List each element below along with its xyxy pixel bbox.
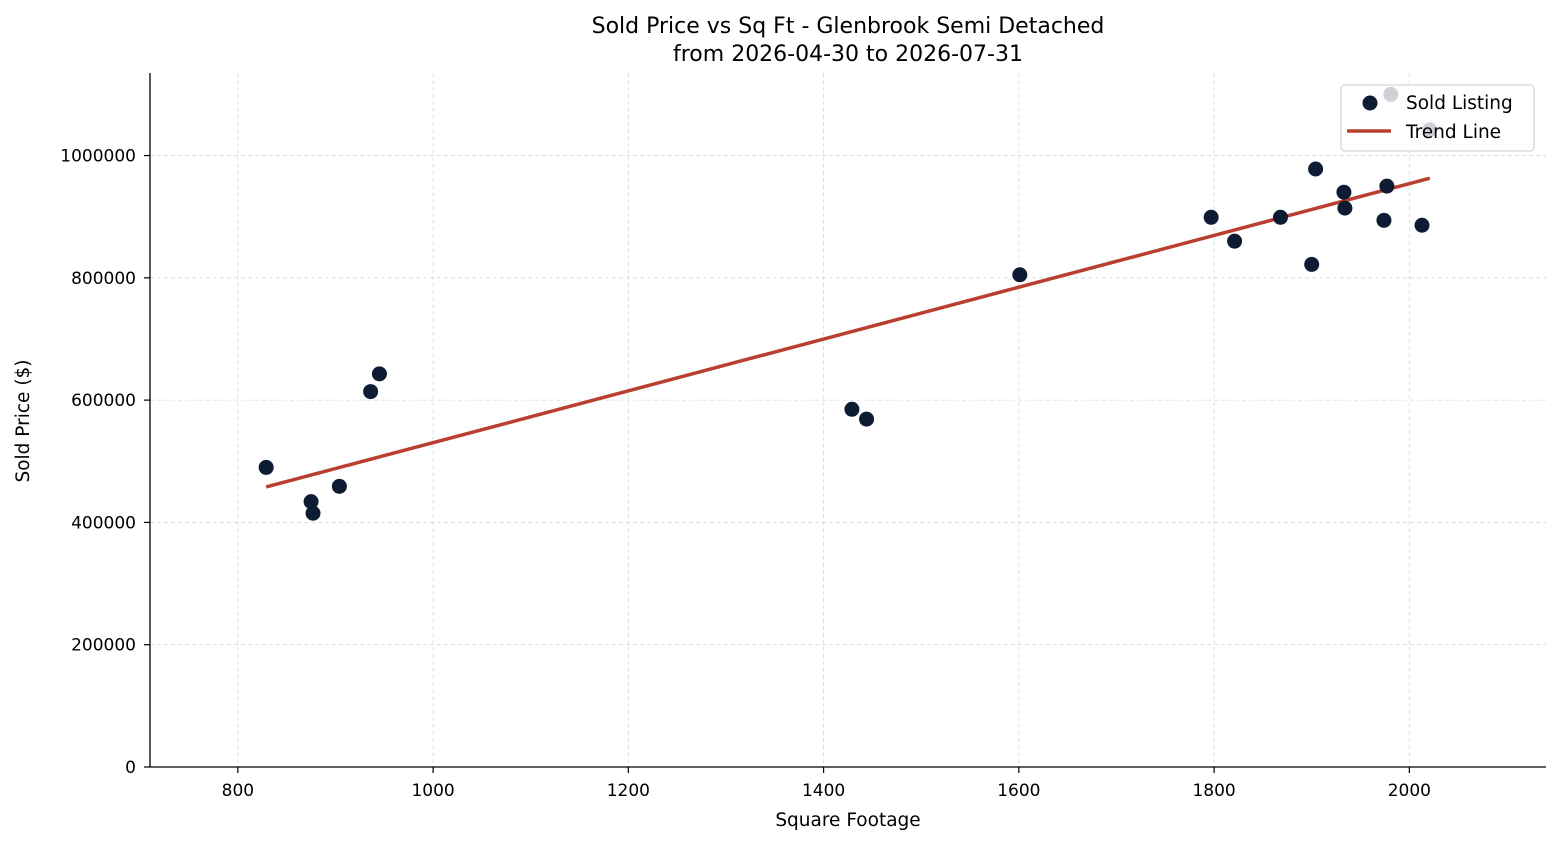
chart-title-line-2: from 2026-04-30 to 2026-07-31 [673, 42, 1023, 67]
x-tick-label: 1600 [997, 781, 1040, 801]
grid [150, 73, 1546, 768]
sold-listing-point [1308, 161, 1324, 177]
sold-listing-point [371, 366, 387, 382]
y-axis-label: Sold Price ($) [13, 359, 34, 482]
y-tick-label: 800000 [71, 269, 136, 289]
sold-listing-point [1336, 184, 1352, 200]
sold-listing-point [303, 494, 319, 510]
sold-listing-point [1414, 217, 1430, 233]
y-tick-label: 1000000 [60, 147, 136, 167]
sold-listing-point [258, 459, 274, 475]
chart-title-line-1: Sold Price vs Sq Ft - Glenbrook Semi Det… [592, 14, 1105, 39]
x-ticks: 800 1000 1200 1400 1600 1800 2000 [222, 767, 1431, 801]
trend-line [265, 176, 1431, 489]
x-tick-label: 2000 [1388, 781, 1431, 801]
legend-marker-sold-listing [1362, 95, 1378, 111]
sold-listing-point [363, 384, 379, 400]
x-tick-label: 1000 [411, 781, 454, 801]
sold-listing-point [1012, 267, 1028, 283]
sold-listing-point [844, 401, 860, 417]
legend-box [1340, 84, 1535, 152]
x-tick-label: 1400 [802, 781, 845, 801]
sold-listing-point [1337, 200, 1353, 216]
y-tick-label: 600000 [71, 391, 136, 411]
points-layer [258, 86, 1438, 521]
x-axis-label: Square Footage [775, 810, 920, 831]
y-ticks: 0 200000 400000 600000 800000 1000000 [60, 147, 150, 778]
sold-listing-point [331, 478, 347, 494]
y-tick-label: 0 [125, 758, 136, 778]
y-tick-label: 200000 [71, 636, 136, 656]
x-tick-label: 1800 [1192, 781, 1235, 801]
sold-listing-point [1379, 178, 1395, 194]
sold-listing-point [859, 411, 875, 427]
legend-label-sold-listing: Sold Listing [1406, 93, 1513, 114]
sold-listing-point [1304, 256, 1320, 272]
axes [149, 73, 1546, 768]
legend: Sold Listing Trend Line [1340, 84, 1535, 152]
sold-listing-point [305, 505, 321, 521]
y-tick-label: 400000 [71, 513, 136, 533]
sold-listing-point [1376, 212, 1392, 228]
x-tick-label: 1200 [607, 781, 650, 801]
sold-listing-point [1227, 233, 1243, 249]
trend-line-layer [265, 176, 1431, 489]
x-tick-label: 800 [222, 781, 254, 801]
sold-listing-point [1272, 209, 1288, 225]
sold-listing-point [1203, 209, 1219, 225]
legend-label-trend-line: Trend Line [1405, 122, 1501, 143]
